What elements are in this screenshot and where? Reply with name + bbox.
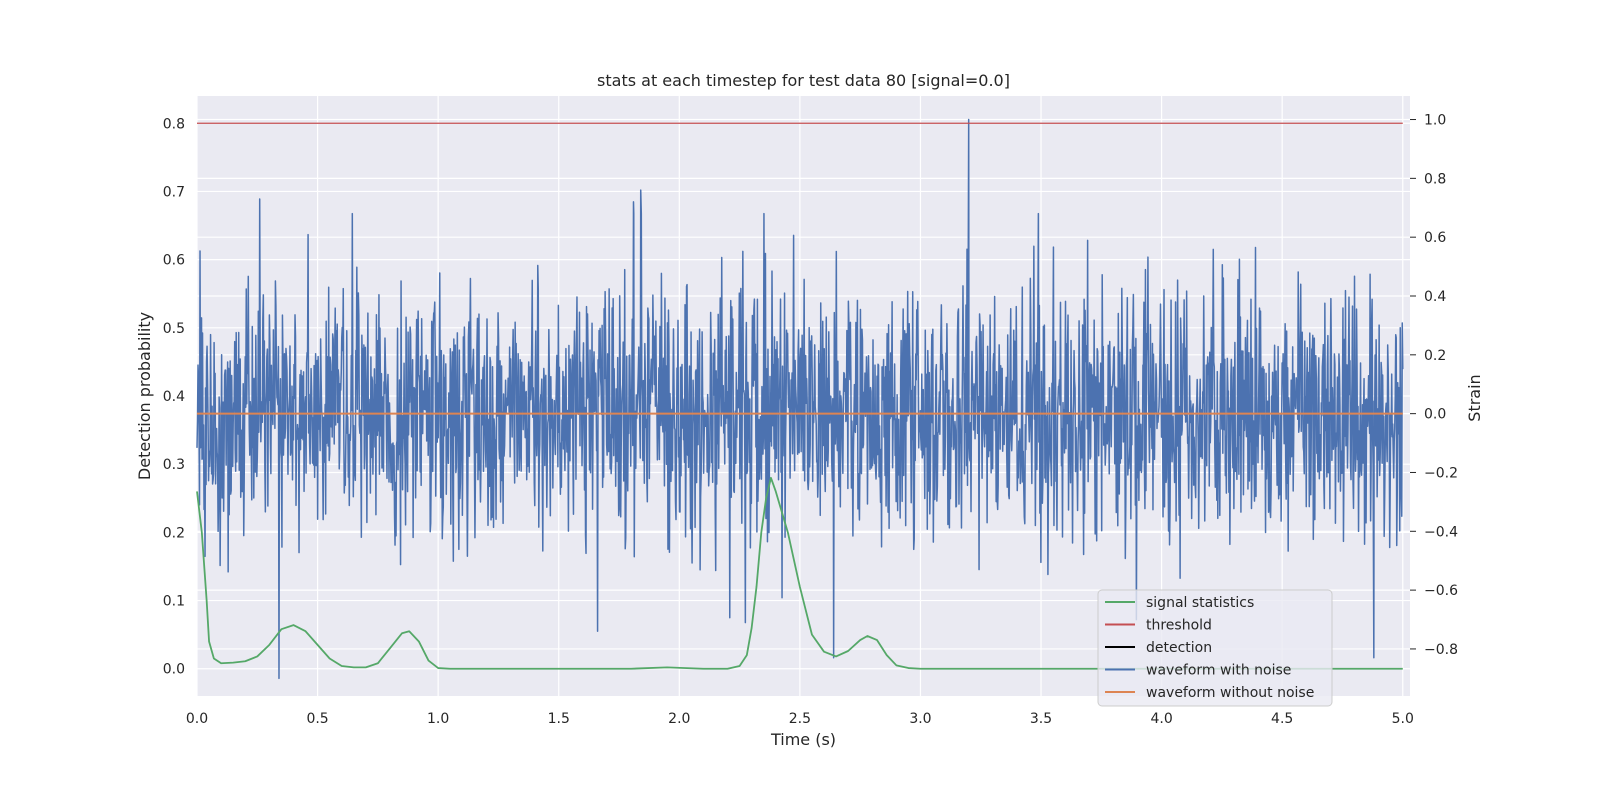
x-tick-label: 4.0 (1150, 711, 1172, 727)
y2-tick-label: 1.0 (1424, 113, 1446, 129)
legend-label: waveform without noise (1146, 685, 1314, 701)
legend-box (1097, 589, 1333, 707)
legend-label: detection (1146, 640, 1212, 656)
y2-axis-label: Strain (1465, 374, 1484, 421)
y-tick-label: 0.6 (163, 253, 185, 269)
y2-tick-label: −0.8 (1424, 642, 1458, 658)
x-tick-label: 1.5 (548, 711, 570, 727)
y2-tick-label: −0.6 (1424, 583, 1458, 599)
y2-tick-label: 0.4 (1424, 289, 1446, 305)
x-tick-label: 2.0 (668, 711, 690, 727)
y-tick-label: 0.7 (163, 184, 185, 200)
chart-title: stats at each timestep for test data 80 … (597, 71, 1010, 90)
series-waveform-with-noise (196, 118, 1404, 680)
legend: signal statistics threshold detection wavef… (1097, 589, 1333, 707)
ticks-layer: 0.0 0.5 1.0 1.5 2.0 2.5 3.0 3.5 4.0 4.5 5.0 0.0 0.1 0… (163, 113, 1458, 727)
y2-tick-label: 0.2 (1424, 348, 1446, 364)
x-tick-label: 0.5 (306, 711, 328, 727)
legend-label: signal statistics (1146, 595, 1254, 611)
y2-tick-label: −0.4 (1424, 524, 1458, 540)
x-tick-label: 2.5 (789, 711, 811, 727)
y-axis-label: Detection probability (135, 312, 154, 480)
x-tick-label: 4.5 (1271, 711, 1293, 727)
x-tick-label: 5.0 (1392, 711, 1414, 727)
y-tick-label: 0.8 (163, 116, 185, 132)
y2-tick-label: 0.8 (1424, 171, 1446, 187)
y-tick-label: 0.0 (163, 662, 185, 678)
y-tick-label: 0.5 (163, 321, 185, 337)
y2-tick-label: −0.2 (1424, 465, 1458, 481)
x-axis-label: Time (s) (770, 730, 836, 749)
series-signal-statistics (196, 476, 1403, 670)
y-tick-label: 0.2 (163, 525, 185, 541)
legend-label: threshold (1146, 618, 1212, 634)
x-tick-label: 3.5 (1030, 711, 1052, 727)
x-tick-label: 3.0 (909, 711, 931, 727)
y-tick-label: 0.4 (163, 389, 185, 405)
y-tick-label: 0.3 (163, 457, 185, 473)
legend-label: waveform with noise (1146, 663, 1291, 679)
y-tick-label: 0.1 (163, 594, 185, 610)
y2-tick-label: 0.0 (1424, 407, 1446, 423)
x-tick-label: 0.0 (186, 711, 208, 727)
x-tick-label: 1.0 (427, 711, 449, 727)
y2-tick-label: 0.6 (1424, 230, 1446, 246)
series-layer (196, 118, 1404, 680)
